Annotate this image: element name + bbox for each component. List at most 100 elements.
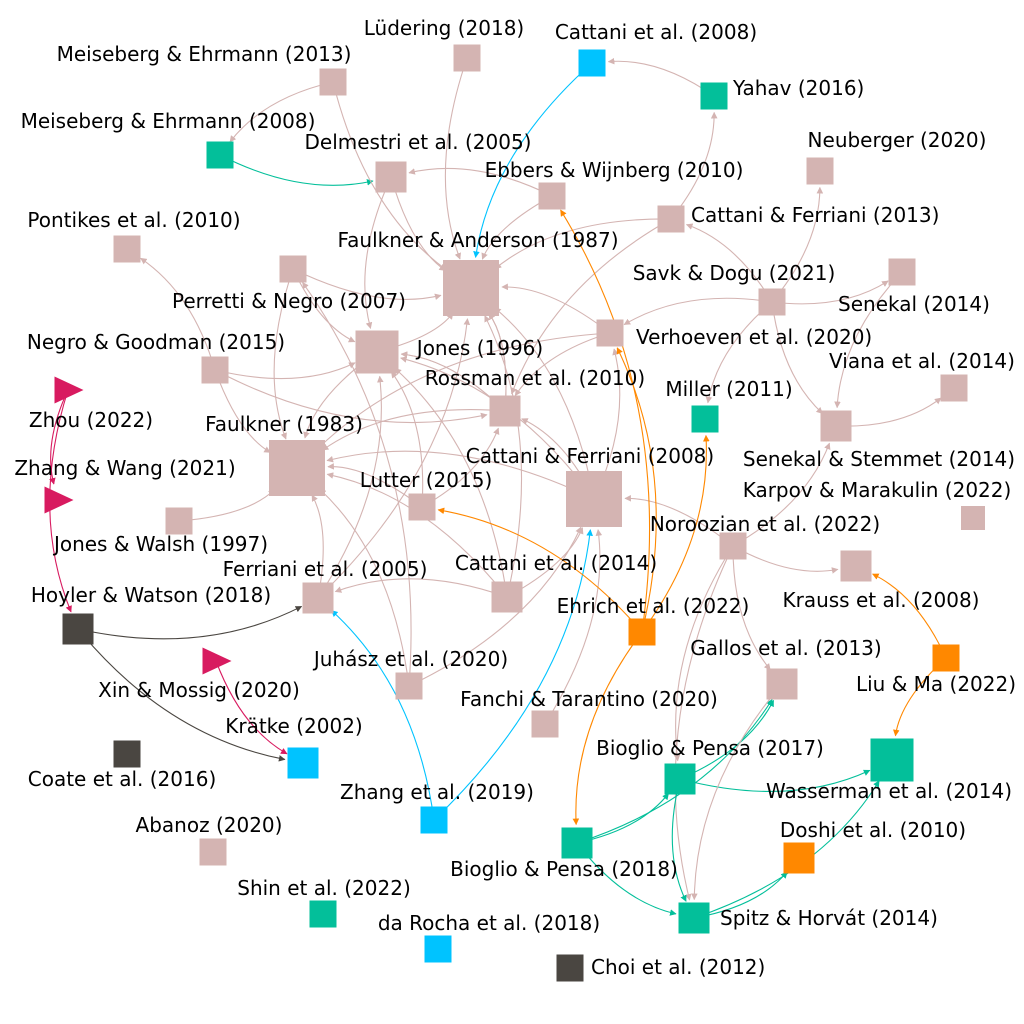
node-label-ludering2018: Lüdering (2018) bbox=[364, 16, 524, 40]
node-kratke2002[interactable] bbox=[287, 747, 319, 779]
edge-savk2021-to-senekalstemmet2014 bbox=[771, 301, 823, 414]
node-shin2022[interactable] bbox=[309, 900, 337, 928]
node-label-lutter2015: Lutter (2015) bbox=[360, 468, 493, 492]
node-label-juhasz2020: Juhász et al. (2020) bbox=[312, 647, 508, 671]
node-negro2015[interactable] bbox=[201, 356, 229, 384]
node-cattani2014[interactable] bbox=[491, 581, 523, 613]
node-label-choi2012: Choi et al. (2012) bbox=[591, 955, 765, 979]
node-label-cattaniferriani2013: Cattani & Ferriani (2013) bbox=[691, 203, 939, 227]
node-krauss2008[interactable] bbox=[840, 550, 872, 582]
node-label-ebbers2010: Ebbers & Wijnberg (2010) bbox=[485, 158, 744, 182]
node-label-joneswalsh1997: Jones & Walsh (1997) bbox=[52, 532, 268, 556]
edge-ehrich2022-to-bioglio2018 bbox=[572, 631, 643, 826]
node-ehrich2022[interactable] bbox=[628, 618, 656, 646]
node-label-perretti2007: Perretti & Negro (2007) bbox=[172, 289, 406, 313]
node-joneswalsh1997[interactable] bbox=[165, 507, 193, 535]
node-senekal2014[interactable] bbox=[888, 258, 916, 286]
node-label-savk2021: Savk & Dogu (2021) bbox=[633, 261, 836, 285]
node-yahav2016[interactable] bbox=[700, 82, 728, 110]
edge-ferriani2005-to-faulkneranderson1987 bbox=[317, 318, 471, 599]
edge-zhou2022-to-zhangwang2021 bbox=[49, 389, 69, 485]
node-choi2012[interactable] bbox=[556, 954, 584, 982]
node-label-faulkner1983: Faulkner (1983) bbox=[205, 412, 363, 436]
node-cattani2008a[interactable] bbox=[578, 49, 606, 77]
node-perretti2007[interactable] bbox=[355, 330, 399, 374]
node-label-gallos2013: Gallos et al. (2013) bbox=[690, 636, 881, 660]
node-noroozian2022[interactable] bbox=[719, 532, 747, 560]
edge-ebbers2010-to-delmestri2005 bbox=[408, 167, 553, 197]
node-pontikes2010[interactable] bbox=[113, 235, 141, 263]
node-ludering2018[interactable] bbox=[453, 44, 481, 72]
node-label-wasserman2014: Wasserman et al. (2014) bbox=[766, 779, 1012, 803]
node-label-cattani2008a: Cattani et al. (2008) bbox=[555, 20, 757, 44]
node-karpov2022[interactable] bbox=[961, 506, 985, 530]
edge-gallos2013-to-spitz2014 bbox=[691, 683, 783, 901]
edge-negro2015-to-perretti2007 bbox=[214, 362, 356, 380]
edge-ehrich2022-to-miller2011 bbox=[641, 434, 710, 633]
node-label-xinmossig2020: Xin & Mossig (2020) bbox=[98, 678, 300, 702]
edge-cattaniferriani2008-to-faulkner1983 bbox=[326, 450, 595, 500]
node-gallos2013[interactable] bbox=[766, 668, 798, 700]
edge-ludering2018-to-faulkneranderson1987 bbox=[444, 57, 468, 260]
node-label-meiseberg2008: Meiseberg & Ehrmann (2008) bbox=[21, 109, 316, 133]
edge-yahav2016-to-cattani2008a bbox=[607, 57, 715, 97]
node-viana2014[interactable] bbox=[940, 374, 968, 402]
node-rossman2010[interactable] bbox=[489, 395, 521, 427]
node-zhang2019[interactable] bbox=[420, 806, 448, 834]
edge-savk2021-to-verhoeven2020 bbox=[623, 297, 773, 326]
node-faulkner1983[interactable] bbox=[269, 440, 325, 496]
node-label-hoyler2018: Hoyler & Watson (2018) bbox=[31, 583, 271, 607]
edge-noroozian2022-to-gallos2013 bbox=[732, 545, 771, 671]
edge-ehrich2022-to-verhoeven2020 bbox=[616, 347, 657, 633]
node-label-liuma2022: Liu & Ma (2022) bbox=[856, 672, 1016, 696]
edge-ferriani2005-to-perretti2007 bbox=[317, 375, 384, 599]
node-bioglio2017[interactable] bbox=[664, 763, 696, 795]
node-pnode1[interactable] bbox=[279, 255, 307, 283]
node-label-doshi2010: Doshi et al. (2010) bbox=[780, 818, 966, 842]
node-verhoeven2020[interactable] bbox=[596, 319, 624, 347]
edge-hoyler2018-to-kratke2002 bbox=[77, 628, 286, 762]
edge-xinmossig2020-to-kratke2002 bbox=[215, 660, 288, 755]
node-ebbers2010[interactable] bbox=[538, 182, 566, 210]
node-cattaniferriani2008[interactable] bbox=[566, 471, 622, 527]
node-ferriani2005[interactable] bbox=[302, 582, 334, 614]
node-zhangwang2021[interactable] bbox=[44, 486, 74, 514]
node-doshi2010[interactable] bbox=[783, 842, 815, 874]
node-xinmossig2020[interactable] bbox=[202, 647, 232, 675]
node-fanchi2020[interactable] bbox=[531, 710, 559, 738]
edge-noroozian2022-to-bioglio2017 bbox=[673, 545, 734, 762]
node-label-delmestri2005: Delmestri et al. (2005) bbox=[305, 130, 532, 154]
edge-cattaniferriani2008-to-faulkneranderson1987 bbox=[494, 307, 595, 500]
node-bioglio2018[interactable] bbox=[561, 827, 593, 859]
node-juhasz2020[interactable] bbox=[395, 672, 423, 700]
node-label-senekalstemmet2014: Senekal & Stemmet (2014) bbox=[743, 447, 1015, 471]
node-spitz2014[interactable] bbox=[678, 902, 710, 934]
edge-verhoeven2020-to-faulkneranderson1987 bbox=[501, 283, 611, 334]
node-abanoz2020[interactable] bbox=[199, 838, 227, 866]
node-label-shin2022: Shin et al. (2022) bbox=[237, 876, 411, 900]
node-zhou2022[interactable] bbox=[54, 376, 84, 404]
node-cattaniferriani2013[interactable] bbox=[657, 205, 685, 233]
node-coate2016[interactable] bbox=[113, 740, 141, 768]
node-hoyler2018[interactable] bbox=[62, 613, 94, 645]
edge-cattaniferriani2013-to-rossman2010 bbox=[510, 218, 672, 395]
node-neuberger2020[interactable] bbox=[806, 157, 834, 185]
node-label-cattaniferriani2008: Cattani & Ferriani (2008) bbox=[466, 444, 714, 468]
node-delmestri2005[interactable] bbox=[375, 161, 407, 193]
node-meiseberg2008[interactable] bbox=[206, 141, 234, 169]
node-wasserman2014[interactable] bbox=[870, 738, 914, 782]
node-darocha2018[interactable] bbox=[424, 935, 452, 963]
node-label-karpov2022: Karpov & Marakulin (2022) bbox=[743, 478, 1012, 502]
node-faulkneranderson1987[interactable] bbox=[443, 260, 499, 316]
node-label-pontikes2010: Pontikes et al. (2010) bbox=[27, 208, 240, 232]
node-miller2011[interactable] bbox=[691, 405, 719, 433]
node-liuma2022[interactable] bbox=[932, 644, 960, 672]
node-savk2021[interactable] bbox=[758, 288, 786, 316]
node-lutter2015[interactable] bbox=[408, 493, 436, 521]
node-meiseberg2013[interactable] bbox=[319, 68, 347, 96]
node-senekalstemmet2014[interactable] bbox=[820, 410, 852, 442]
node-label-krauss2008: Krauss et al. (2008) bbox=[782, 588, 979, 612]
edge-juhasz2020-to-pnode1 bbox=[302, 281, 412, 687]
node-label-senekal2014: Senekal (2014) bbox=[838, 292, 990, 316]
node-label-zhang2019: Zhang et al. (2019) bbox=[340, 780, 534, 804]
